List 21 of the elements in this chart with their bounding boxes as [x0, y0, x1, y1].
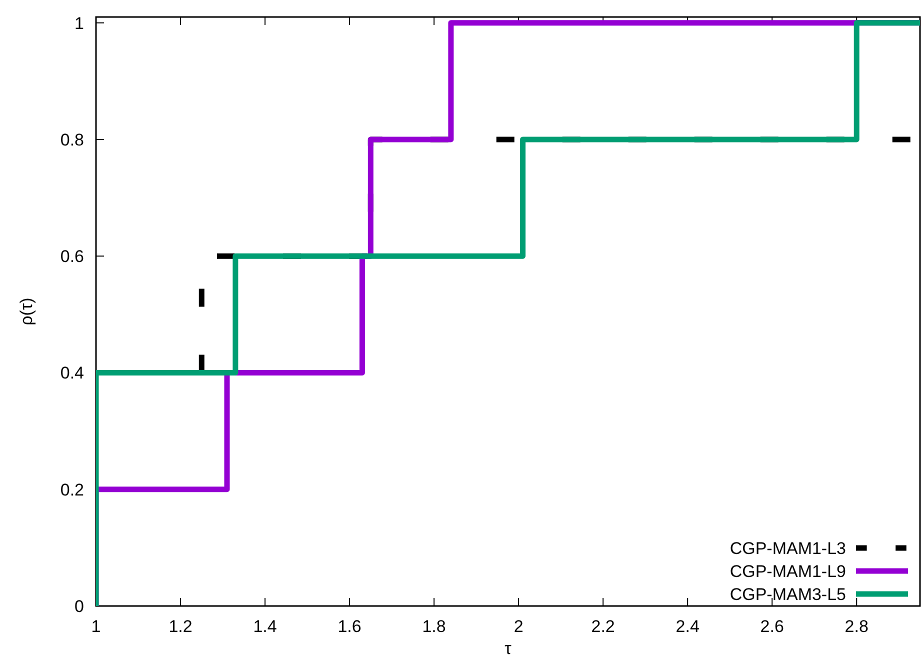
- legend-label: CGP-MAM1-L9: [730, 562, 846, 581]
- y-tick-label: 0: [74, 597, 84, 616]
- x-tick-label: 1.8: [422, 617, 446, 636]
- y-tick-label: 0.2: [60, 480, 84, 500]
- x-tick-label: 1.2: [168, 617, 192, 636]
- x-tick-label: 2.8: [844, 617, 868, 636]
- x-tick-label: 2.4: [676, 617, 700, 636]
- x-tick-label: 1: [91, 617, 101, 636]
- y-axis-title: ρ(τ): [17, 298, 36, 326]
- y-tick-label: 0.4: [60, 364, 84, 383]
- x-tick-label: 2.2: [591, 617, 615, 636]
- x-axis-title: τ: [504, 639, 512, 658]
- y-tick-label: 1: [74, 14, 84, 33]
- y-tick-label: 0.8: [60, 130, 84, 150]
- legend-label: CGP-MAM3-L5: [730, 585, 846, 604]
- x-tick-label: 1.6: [338, 617, 362, 636]
- x-tick-label: 2: [514, 617, 524, 636]
- legend-label: CGP-MAM1-L3: [730, 539, 846, 558]
- x-tick-label: 2.6: [760, 617, 784, 636]
- x-tick-label: 1.4: [253, 617, 277, 636]
- y-tick-label: 0.6: [60, 247, 84, 266]
